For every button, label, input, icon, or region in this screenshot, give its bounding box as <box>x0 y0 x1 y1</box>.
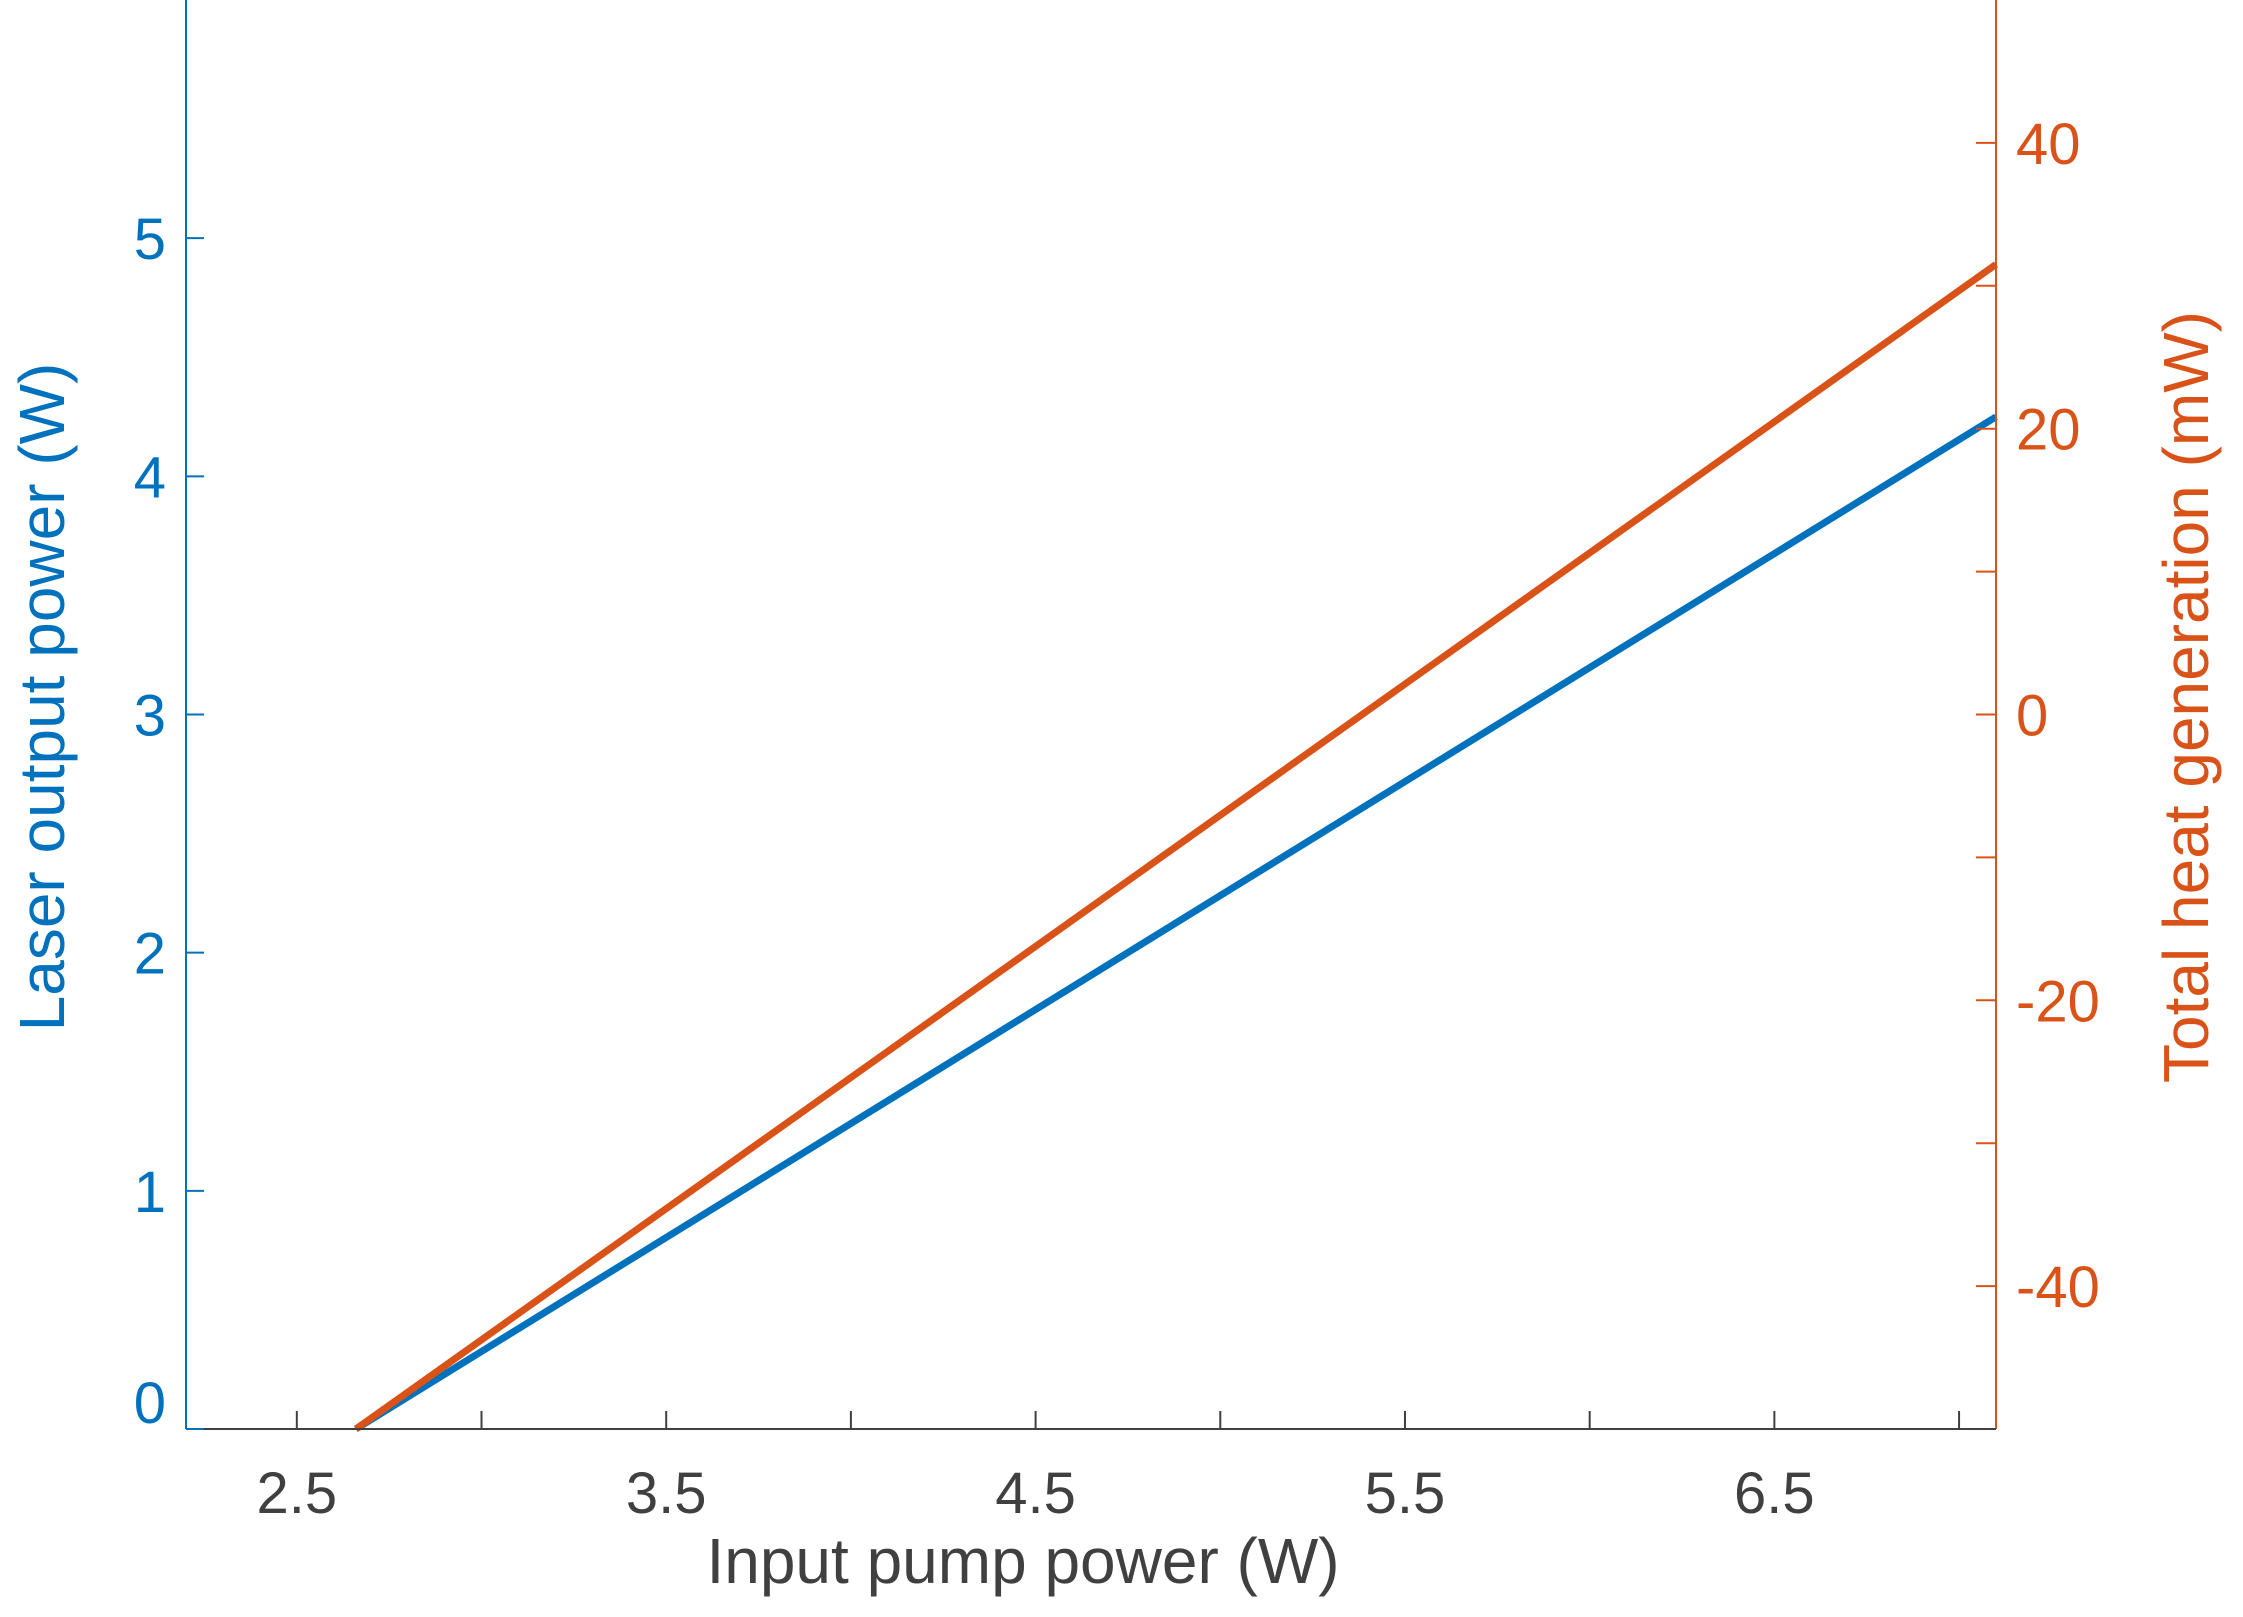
left-y-tick-label: 4 <box>134 445 166 510</box>
left-y-tick-label: 5 <box>134 207 166 272</box>
x-tick-label: 5.5 <box>1365 1461 1446 1526</box>
right-y-axis-label: Total heat generation (mW) <box>2150 311 2222 1083</box>
x-tick-label: 3.5 <box>626 1461 707 1526</box>
series-line-right <box>353 261 1999 1432</box>
left-y-tick-label: 0 <box>134 1371 166 1436</box>
right-y-tick-label: -40 <box>2016 1255 2100 1320</box>
left-y-axis-label: Laser output power (W) <box>6 363 78 1032</box>
x-tick-label: 6.5 <box>1734 1461 1815 1526</box>
x-tick-label: 2.5 <box>256 1461 337 1526</box>
axes-layer <box>185 0 1997 1430</box>
left-y-tick-label: 2 <box>134 922 166 987</box>
series-line-left <box>354 413 1998 1432</box>
right-y-tick-label: -20 <box>2016 969 2100 1034</box>
right-y-tick-label: 20 <box>2016 398 2081 463</box>
left-y-tick-label: 1 <box>134 1160 166 1225</box>
right-y-axis-ticks: -40 -20 0 20 40 <box>1976 112 2100 1320</box>
x-axis-ticks: 2.5 3.5 4.5 5.5 6.5 <box>256 1411 1961 1526</box>
right-y-tick-label: 0 <box>2016 684 2048 749</box>
left-y-axis-ticks: 0 1 2 3 4 5 <box>134 207 204 1436</box>
x-tick-label: 4.5 <box>995 1461 1076 1526</box>
series-layer <box>353 261 1999 1432</box>
right-y-tick-label: 40 <box>2016 112 2081 177</box>
left-y-tick-label: 3 <box>134 684 166 749</box>
x-axis-label: Input pump power (W) <box>706 1525 1339 1597</box>
